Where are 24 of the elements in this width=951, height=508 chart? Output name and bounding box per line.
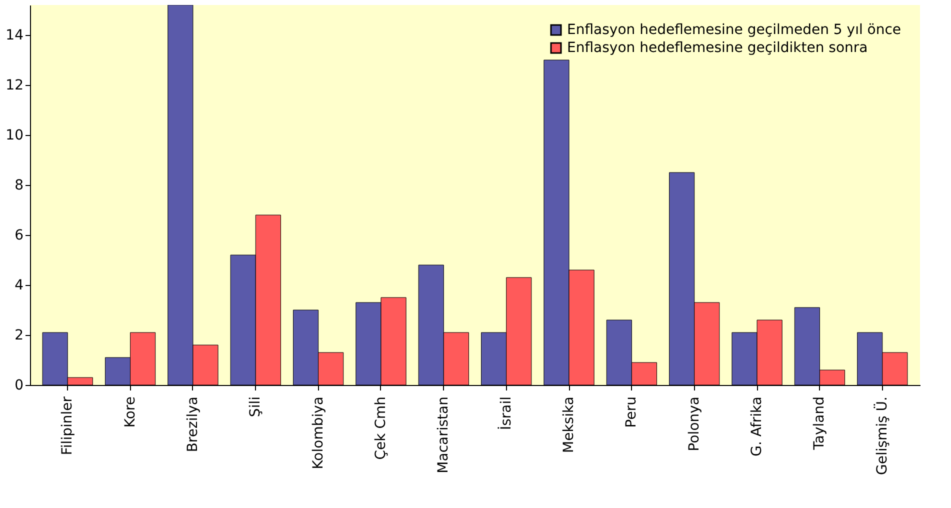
- x-tick-label: Meksika: [561, 396, 578, 453]
- x-tick-label: Gelişmiş Ü.: [873, 396, 890, 476]
- x-tick-label: Peru: [624, 396, 640, 428]
- y-tick-label: 6: [14, 228, 24, 244]
- x-tick-label: Tayland: [812, 396, 828, 451]
- y-tick-label: 14: [6, 28, 24, 44]
- x-tick-label: G. Afrika: [749, 396, 766, 456]
- y-tick-label: 12: [6, 78, 24, 94]
- y-tick-label: 8: [14, 178, 24, 194]
- x-tick-label: Filipinler: [60, 396, 76, 456]
- y-tick-label: 2: [14, 328, 24, 344]
- y-tick-label: 4: [14, 278, 24, 294]
- x-tick-label: Kolombiya: [310, 396, 326, 470]
- y-tick-label: 10: [6, 128, 24, 144]
- x-tick-label: Macaristan: [436, 396, 452, 474]
- legend-label: Enflasyon hedeflemesine geçildikten sonra: [567, 40, 868, 56]
- x-tick-label: Kore: [122, 396, 138, 428]
- x-tick-label: Brezilya: [184, 396, 201, 452]
- legend-label: Enflasyon hedeflemesine geçilmeden 5 yıl önce: [567, 22, 902, 38]
- y-tick-label: 0: [14, 378, 24, 394]
- x-tick-label: Çek Cmh: [372, 396, 389, 460]
- x-tick-label: Polonya: [686, 396, 702, 452]
- x-tick-label: İsrail: [497, 396, 514, 430]
- x-tick-label: Şili: [248, 396, 264, 418]
